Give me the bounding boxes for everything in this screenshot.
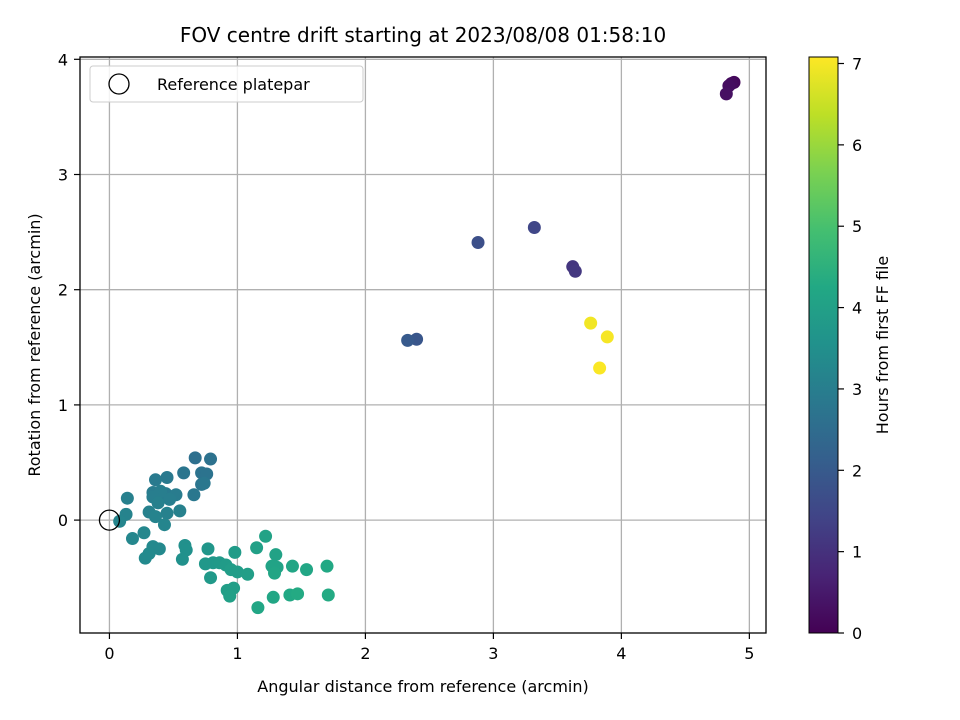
y-axis: 0 1 2 3 4 — [58, 50, 80, 530]
data-point — [177, 466, 191, 480]
data-point — [204, 452, 218, 466]
data-point — [600, 330, 614, 344]
y-tick-label: 2 — [58, 281, 68, 300]
colorbar: 0 1 2 3 4 5 6 7 Hours from first FF file — [808, 55, 892, 643]
data-point — [175, 552, 189, 566]
data-point — [201, 542, 215, 556]
data-point — [321, 588, 335, 602]
legend-reference-marker — [108, 73, 130, 95]
data-point — [250, 541, 264, 555]
y-tick-label: 3 — [58, 166, 68, 185]
plot-frame — [79, 56, 767, 634]
colorbar-gradient — [808, 56, 839, 634]
data-point — [173, 504, 187, 518]
data-point — [584, 316, 598, 330]
y-tick-label: 4 — [58, 50, 68, 69]
data-point — [151, 496, 165, 510]
data-point — [251, 601, 265, 615]
data-point — [198, 557, 212, 571]
data-point — [266, 590, 280, 604]
data-point — [291, 587, 305, 601]
x-tick-label: 1 — [232, 644, 242, 663]
colorbar-tick-label: 5 — [852, 217, 862, 236]
data-point — [157, 518, 171, 532]
data-point — [228, 545, 242, 559]
colorbar-tick-label: 0 — [852, 624, 862, 643]
reference-platepar-marker — [98, 509, 121, 531]
x-tick-label: 4 — [616, 644, 626, 663]
data-point — [187, 488, 201, 502]
colorbar-ticks: 0 1 2 3 4 5 6 7 — [838, 55, 862, 643]
x-axis: 0 1 2 3 4 5 — [104, 633, 754, 663]
x-tick-label: 5 — [744, 644, 754, 663]
colorbar-tick-label: 6 — [852, 136, 862, 155]
data-point — [269, 548, 283, 562]
data-point — [120, 491, 134, 505]
data-point — [568, 264, 582, 278]
grid — [80, 57, 766, 633]
data-point — [268, 566, 282, 580]
data-points — [98, 75, 741, 615]
colorbar-tick-label: 3 — [852, 380, 862, 399]
y-tick-label: 0 — [58, 511, 68, 530]
y-tick-label: 1 — [58, 396, 68, 415]
data-point — [137, 526, 151, 540]
data-point — [401, 333, 415, 347]
data-point — [285, 559, 299, 573]
data-point — [149, 473, 163, 487]
data-point — [152, 542, 166, 556]
y-axis-title: Rotation from reference (arcmin) — [25, 213, 44, 476]
legend: Reference platepar — [89, 65, 364, 103]
x-tick-label: 3 — [488, 644, 498, 663]
data-point — [241, 567, 255, 581]
chart-title: FOV centre drift starting at 2023/08/08 … — [180, 23, 666, 47]
colorbar-title: Hours from first FF file — [873, 256, 892, 435]
data-point — [471, 235, 485, 249]
data-point — [125, 532, 139, 546]
legend-box — [89, 65, 364, 103]
colorbar-tick-label: 2 — [852, 461, 862, 480]
colorbar-tick-label: 1 — [852, 543, 862, 562]
data-point — [197, 476, 211, 490]
data-point — [593, 361, 607, 375]
data-point — [204, 571, 218, 585]
data-point — [163, 492, 177, 506]
data-point — [160, 470, 174, 484]
x-axis-title: Angular distance from reference (arcmin) — [257, 677, 588, 696]
colorbar-tick-label: 4 — [852, 299, 862, 318]
data-point — [149, 510, 163, 524]
x-tick-label: 2 — [360, 644, 370, 663]
data-point — [138, 551, 152, 565]
legend-label: Reference platepar — [157, 75, 310, 94]
data-point — [259, 529, 273, 543]
data-point — [527, 220, 541, 234]
data-point — [223, 589, 237, 603]
data-point — [300, 563, 314, 577]
data-point — [188, 451, 202, 465]
data-point — [230, 565, 244, 579]
colorbar-tick-label: 7 — [852, 55, 862, 74]
data-point — [719, 87, 733, 101]
x-tick-label: 0 — [104, 644, 114, 663]
data-point — [320, 559, 334, 573]
data-point — [160, 506, 174, 520]
